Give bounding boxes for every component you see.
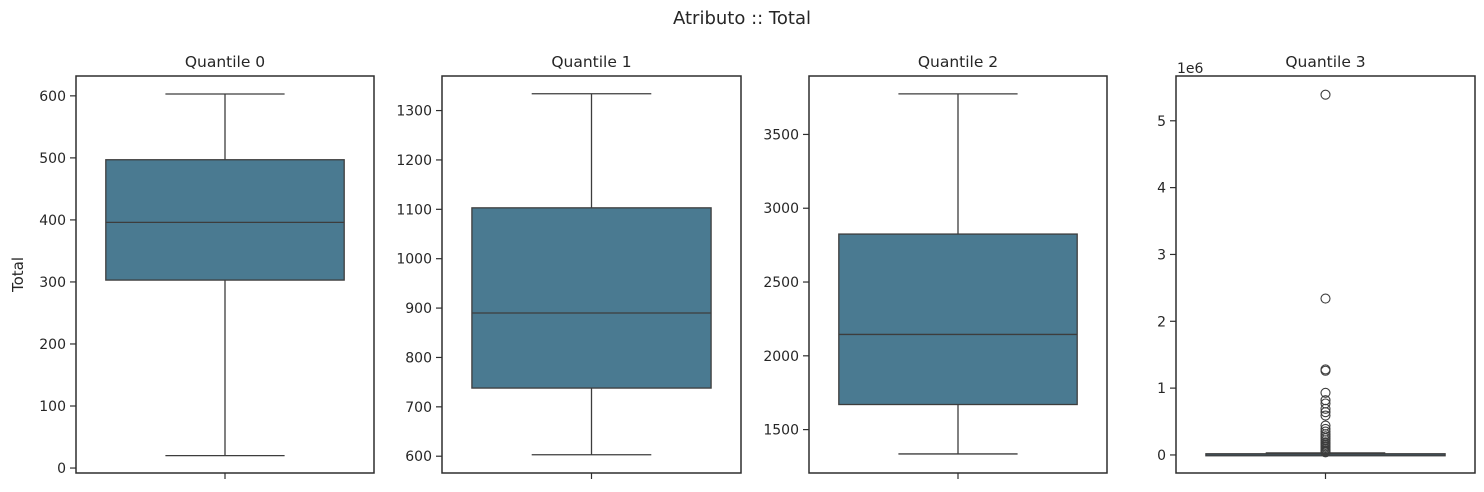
y-tick-label: 300 <box>39 275 66 291</box>
subplot-2: 1500 2000 2500 3000 3500 Quantile 2 <box>763 53 1108 479</box>
outlier-point <box>1320 365 1331 376</box>
y-tick-label: 2 <box>1157 314 1166 330</box>
panels: 0 100 200 300 400 500 600 Quantile 0 Total 600 700… <box>9 53 1476 479</box>
y-tick-label: 0 <box>1157 448 1166 464</box>
y-tick-label: 2000 <box>763 349 799 365</box>
subplot-title: Quantile 2 <box>918 53 998 71</box>
y-tick-label: 1300 <box>396 104 432 120</box>
outlier-point <box>1320 293 1331 304</box>
outlier-point <box>1320 407 1331 418</box>
y-tick-label: 3000 <box>763 201 799 217</box>
y-tick-label: 0 <box>57 461 66 477</box>
subplot-0: 0 100 200 300 400 500 600 Quantile 0 Total <box>9 53 375 479</box>
axis-offset-label: 1e6 <box>1177 61 1204 77</box>
y-tick-label: 1000 <box>396 252 432 268</box>
y-axis-label: Total <box>9 257 27 293</box>
iqr-box <box>105 159 345 281</box>
y-tick-label: 3 <box>1157 247 1166 263</box>
iqr-box <box>838 233 1078 406</box>
y-tick-label: 3500 <box>763 127 799 143</box>
y-tick-label: 500 <box>39 151 66 167</box>
y-tick-label: 5 <box>1157 114 1166 130</box>
outlier-point <box>1320 387 1331 398</box>
iqr-box <box>471 207 712 389</box>
subplot-title: Quantile 3 <box>1285 53 1365 71</box>
figure-suptitle: Atributo :: Total <box>673 8 811 29</box>
y-tick-label: 2500 <box>763 275 799 291</box>
y-tick-label: 200 <box>39 337 66 353</box>
y-tick-label: 600 <box>405 449 432 465</box>
y-tick-label: 4 <box>1157 181 1166 197</box>
y-tick-label: 400 <box>39 213 66 229</box>
y-tick-label: 1100 <box>396 202 432 218</box>
outlier-point <box>1320 410 1331 421</box>
y-tick-label: 600 <box>39 89 66 105</box>
subplot-1: 600 700 800 900 1000 1100 1200 1300 Quantile 1 <box>396 53 742 479</box>
y-tick-label: 1 <box>1157 381 1166 397</box>
y-tick-label: 1500 <box>763 423 799 439</box>
subplot-3: 0 1 2 3 4 5 Quantile 3 1e6 <box>1157 53 1476 479</box>
subplot-title: Quantile 0 <box>185 53 265 71</box>
y-tick-label: 700 <box>405 400 432 416</box>
y-tick-label: 800 <box>405 350 432 366</box>
y-tick-label: 900 <box>405 301 432 317</box>
y-tick-label: 100 <box>39 399 66 415</box>
outlier-point <box>1320 447 1331 458</box>
outlier-point <box>1320 89 1331 100</box>
y-tick-label: 1200 <box>396 153 432 169</box>
subplot-title: Quantile 1 <box>551 53 631 71</box>
outlier-point <box>1320 403 1331 414</box>
